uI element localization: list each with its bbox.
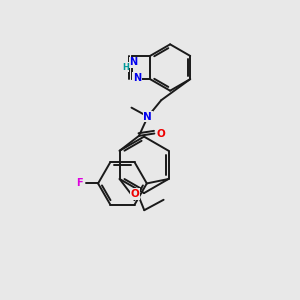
- Text: F: F: [76, 178, 83, 188]
- Text: N: N: [133, 73, 141, 82]
- Text: N: N: [143, 112, 152, 122]
- Text: H: H: [122, 63, 129, 72]
- Text: N: N: [129, 58, 137, 68]
- Text: O: O: [157, 128, 165, 139]
- Text: O: O: [131, 189, 140, 199]
